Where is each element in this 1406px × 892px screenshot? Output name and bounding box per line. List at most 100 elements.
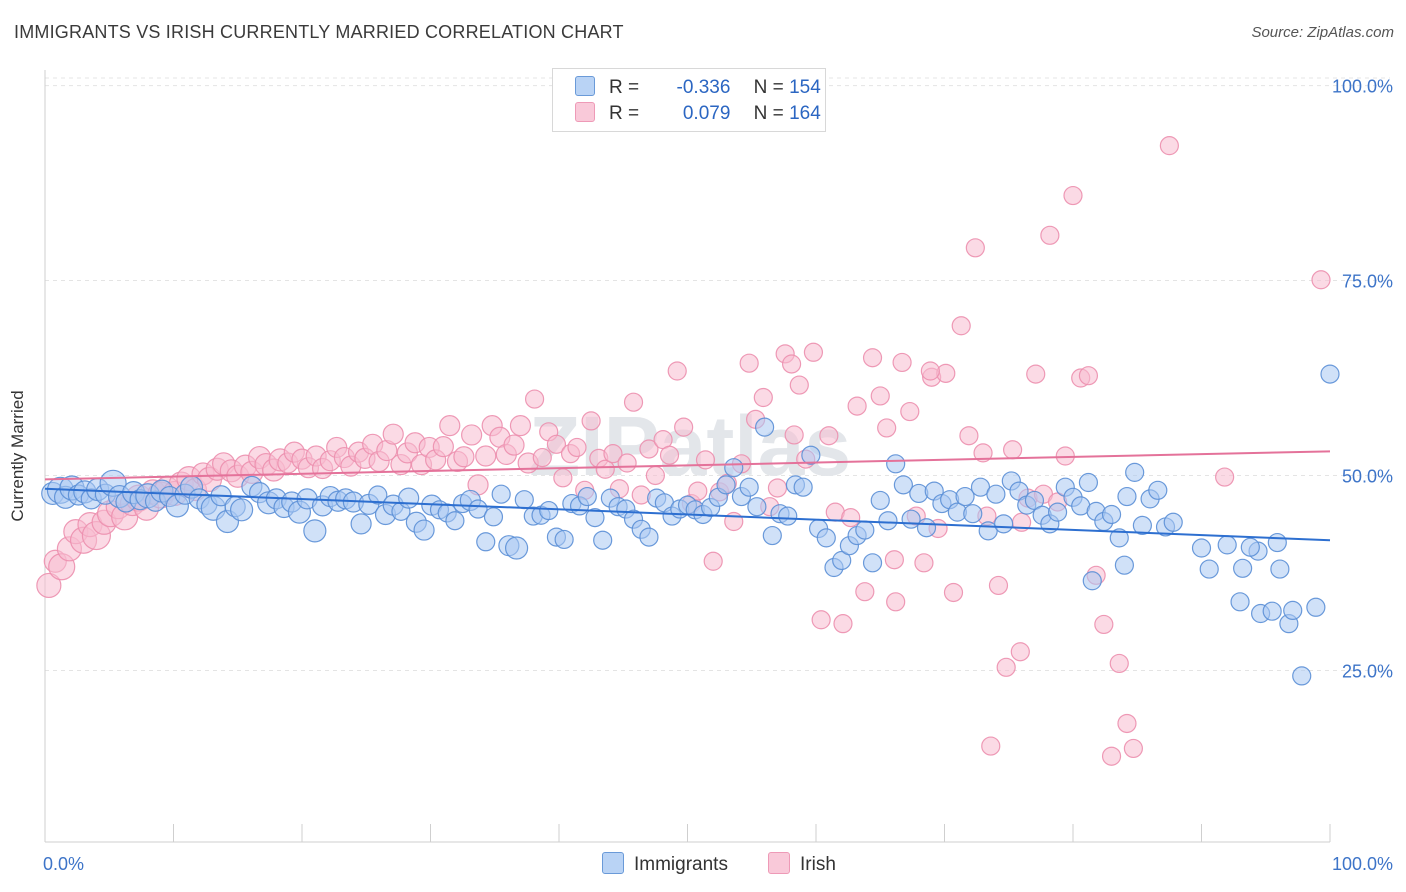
point-immigrants [1233,558,1253,578]
legend-row-irish: R = 0.079 N = 164 [575,102,821,126]
point-immigrants [1262,601,1282,621]
point-immigrants [747,497,767,517]
chart-source: Source: ZipAtlas.com [1251,24,1394,41]
point-immigrants [762,525,782,546]
chart-title: IMMIGRANTS VS IRISH CURRENTLY MARRIED CO… [14,22,624,42]
point-irish [1094,614,1114,635]
point-irish [920,361,940,381]
point-irish [789,375,809,395]
bottom-legend-swatch-irish [768,852,790,874]
point-immigrants [577,486,597,507]
point-immigrants [816,528,836,548]
point-irish [870,386,890,406]
point-immigrants [539,500,559,521]
point-irish [382,423,404,445]
point-immigrants [1230,592,1250,612]
point-immigrants [593,530,613,550]
legend-n-label-immigrants: N = [753,77,784,98]
point-immigrants [878,511,898,531]
x-tick-label-min: 0.0% [43,854,84,874]
point-immigrants [413,519,435,541]
point-immigrants [1163,512,1183,532]
point-immigrants [1267,532,1287,553]
point-immigrants [1024,490,1045,511]
point-irish [988,575,1009,596]
point-irish [847,396,867,416]
point-irish [1311,270,1331,290]
point-immigrants [1109,528,1129,548]
point-irish [877,418,897,438]
point-irish [900,401,920,422]
point-irish [595,459,615,479]
point-irish [862,348,883,368]
point-immigrants [1078,472,1099,493]
point-immigrants [483,507,504,527]
legend-n-value-irish: 164 [789,103,821,124]
legend-swatch-immigrants [575,76,595,96]
point-immigrants [468,499,488,519]
point-irish [36,572,62,599]
bottom-legend-label-immigrants: Immigrants [634,854,728,875]
point-irish [546,434,567,454]
point-irish [965,238,985,258]
point-irish [1003,440,1023,460]
point-irish [567,437,587,458]
point-immigrants [832,550,852,571]
point-irish [1063,185,1083,206]
point-irish [753,387,773,408]
point-irish [1159,136,1179,156]
trend-line-immigrants [44,487,1331,542]
legend-n-label-irish: N = [753,103,784,124]
point-irish [453,446,475,468]
point-immigrants [368,485,388,505]
point-irish [784,425,804,445]
point-irish [855,582,875,602]
x-tick-label-max: 100.0% [1332,854,1393,874]
point-immigrants [793,477,813,497]
point-immigrants [862,553,883,573]
point-irish [645,465,665,486]
point-irish [659,445,680,465]
point-immigrants [801,445,821,465]
point-irish [703,551,723,571]
point-irish [819,426,839,446]
point-immigrants [893,475,913,495]
point-irish [1117,713,1137,734]
point-irish [695,450,716,470]
axis-layer [44,70,1331,843]
point-immigrants [716,475,736,495]
point-irish [475,445,497,467]
point-immigrants [1125,462,1145,482]
point-immigrants [1148,480,1168,500]
point-irish [739,353,759,373]
point-immigrants [994,514,1014,534]
point-irish [439,414,461,437]
correlation-legend: R = -0.336 N = 154 R = 0.079 N = 164 [552,68,826,132]
point-immigrants [1191,538,1212,558]
point-immigrants [303,519,327,543]
point-immigrants [870,490,890,511]
point-irish [767,478,788,498]
point-irish [581,411,601,431]
point-irish [892,352,912,373]
legend-swatch-irish [575,102,595,122]
point-irish [981,736,1001,756]
point-irish [803,342,824,362]
point-irish [1026,364,1046,384]
point-immigrants [955,486,975,507]
legend-r-value-irish: 0.079 [682,103,731,124]
point-irish [509,414,532,437]
y-tick-label: 75.0% [1342,272,1393,292]
point-immigrants [1047,502,1068,522]
point-irish [959,426,979,446]
point-irish [532,447,552,468]
point-irish [1010,642,1030,662]
point-irish [631,485,651,505]
point-irish [996,657,1016,677]
point-irish [1078,366,1099,386]
point-irish [623,392,644,412]
point-irish [617,453,637,473]
point-immigrants [778,506,798,526]
legend-r-label-irish: R = [609,103,640,124]
